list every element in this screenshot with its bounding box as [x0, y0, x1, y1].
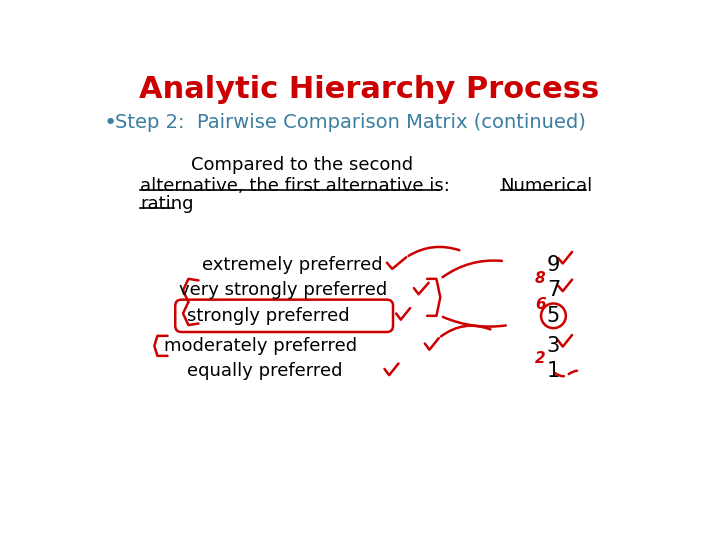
Text: 6: 6 [535, 297, 546, 312]
Text: 7: 7 [546, 280, 560, 300]
Text: extremely preferred: extremely preferred [202, 256, 383, 274]
Text: 1: 1 [546, 361, 560, 381]
Text: Analytic Hierarchy Process: Analytic Hierarchy Process [139, 75, 599, 104]
Text: rating: rating [140, 195, 194, 213]
Text: Numerical: Numerical [500, 178, 593, 195]
Text: 8: 8 [535, 271, 546, 286]
Text: 3: 3 [546, 336, 560, 356]
Text: moderately preferred: moderately preferred [163, 337, 356, 355]
Text: •: • [104, 112, 117, 132]
Text: strongly preferred: strongly preferred [187, 307, 349, 325]
Text: 2: 2 [535, 350, 546, 366]
Text: Compared to the second: Compared to the second [191, 156, 413, 174]
Text: Step 2:  Pairwise Comparison Matrix (continued): Step 2: Pairwise Comparison Matrix (cont… [114, 113, 585, 132]
Text: equally preferred: equally preferred [187, 362, 343, 380]
Text: alternative, the first alternative is:: alternative, the first alternative is: [140, 178, 450, 195]
Text: 9: 9 [546, 255, 560, 275]
Text: very strongly preferred: very strongly preferred [179, 281, 387, 299]
Text: 5: 5 [546, 306, 560, 326]
